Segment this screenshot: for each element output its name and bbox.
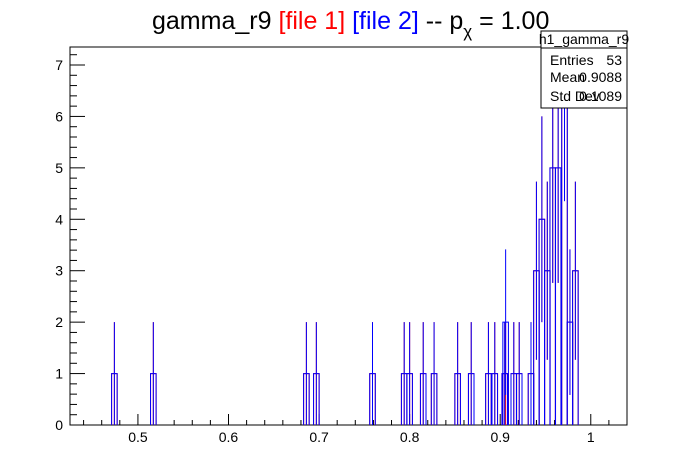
y-tick-label: 5 [55, 160, 63, 176]
title-suffix: = 1.00 [472, 7, 549, 35]
stats-entries-label: Entries [550, 52, 594, 68]
x-tick-label: 0.9 [490, 429, 510, 445]
y-tick-label: 7 [55, 57, 63, 73]
stats-stddev-label: Std Dev [550, 88, 600, 104]
stats-mean-value: 0.9088 [579, 69, 622, 85]
y-tick-label: 0 [55, 417, 63, 433]
y-tick-label: 3 [55, 263, 63, 279]
y-tick-label: 4 [55, 211, 63, 227]
x-tick-label: 0.6 [219, 429, 239, 445]
y-tick-label: 6 [55, 108, 63, 124]
chart-title: gamma_r9 [file 1] [file 2] -- pχ = 1.00 [152, 7, 549, 41]
x-tick-label: 0.7 [309, 429, 329, 445]
x-tick-label: 0.8 [400, 429, 420, 445]
x-axis: 0.5 0.6 0.7 0.8 0.9 1 [83, 414, 610, 445]
stats-entries-value: 53 [606, 52, 622, 68]
stats-stddev-value: 0.1089 [579, 88, 622, 104]
stats-box: h1_gamma_r9 Entries 53 Mean 0.9088 Std D… [539, 30, 629, 109]
y-tick-label: 1 [55, 366, 63, 382]
stats-box-name: h1_gamma_r9 [539, 31, 629, 47]
x-tick-label: 1 [587, 429, 595, 445]
title-prefix: gamma_r9 [152, 7, 278, 35]
plot-frame [69, 46, 628, 426]
title-file1: [file 1] [278, 7, 345, 35]
series-file2 [111, 47, 579, 425]
stats-mean-label: Mean [550, 69, 585, 85]
title-sub: χ [463, 22, 472, 41]
title-mid: -- p [419, 7, 463, 35]
y-tick-label: 2 [55, 314, 63, 330]
title-space [345, 7, 352, 35]
x-tick-label: 0.5 [128, 429, 148, 445]
y-axis: 0 1 2 3 4 5 6 7 [55, 54, 85, 433]
title-file2: [file 2] [352, 7, 419, 35]
